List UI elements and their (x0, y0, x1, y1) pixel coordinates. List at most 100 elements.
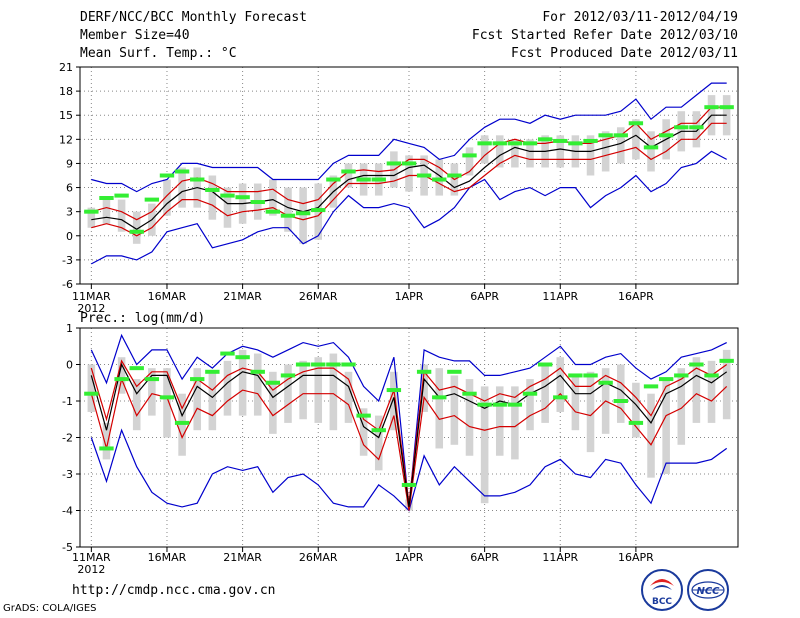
prec-obs-marker (704, 373, 719, 378)
temp-spread-box (511, 139, 519, 168)
temp-spread-box (132, 211, 141, 244)
temp-spread-box (616, 127, 625, 164)
prec-y-tick-label: 1 (66, 322, 73, 335)
temp-obs-marker (341, 169, 356, 174)
prec-panel-title: Prec.: log(mm/d) (80, 311, 205, 326)
prec-spread-box (163, 368, 171, 438)
temp-obs-marker (643, 145, 659, 150)
source-url[interactable]: http://cmdp.ncc.cma.gov.cn (72, 583, 276, 598)
temp-obs-marker (704, 105, 719, 110)
prec-obs-marker (144, 377, 160, 382)
prec-obs-marker (643, 384, 659, 389)
prec-spread-box (87, 364, 96, 412)
temp-spread-box (526, 139, 534, 168)
variable-label: Mean Surf. Temp.: °C (80, 46, 237, 61)
prec-spread-box (193, 368, 202, 431)
temp-obs-marker (205, 187, 220, 192)
temp-obs-marker (462, 153, 477, 158)
prec-obs-marker (174, 420, 190, 425)
prec-spread-box (284, 364, 292, 423)
prec-obs-marker (432, 395, 447, 400)
temp-obs-marker (613, 133, 628, 138)
prec-panel: Prec.: log(mm/d) -5 -4 -3 -2 -1 0 1 11MAR 16MAR 21… (62, 311, 739, 576)
prec-spread-box (223, 360, 232, 416)
temp-obs-marker (477, 141, 492, 146)
temp-obs-marker (99, 196, 114, 201)
prec-spread-box (692, 357, 701, 423)
prec-spread-box (495, 386, 504, 456)
temp-obs-marker (250, 200, 265, 205)
temp-x-tick-label: 1APR (395, 290, 424, 303)
temp-obs-marker (689, 125, 704, 130)
temp-y-tick-label: -3 (62, 254, 73, 267)
temp-year-label: 2012 (77, 302, 105, 315)
temp-x-tick-label: 11MAR (72, 290, 111, 303)
prec-spread-box (662, 379, 670, 474)
temp-obs-marker (598, 133, 613, 138)
prec-x-tick-label: 6APR (470, 551, 499, 564)
temp-x-tick-label: 11APR (542, 290, 578, 303)
temp-spread-box (344, 163, 353, 188)
grads-credit: GrADS: COLA/IGES (3, 603, 97, 614)
temp-obs-marker (220, 193, 235, 198)
temp-spread-box (208, 175, 217, 220)
temp-obs-marker (674, 125, 689, 130)
temp-obs-marker (401, 161, 417, 166)
temp-spread-box (284, 187, 292, 232)
temp-max-line (91, 82, 727, 193)
chart-title: DERF/NCC/BCC Monthly Forecast (80, 10, 307, 25)
prec-obs-marker (628, 420, 644, 425)
prec-spread-box (480, 386, 489, 504)
prec-spread-box (556, 357, 565, 412)
prec-obs-marker (689, 362, 704, 367)
temp-mean-line (91, 114, 727, 231)
temp-spread-box (480, 135, 489, 164)
prec-y-tick-label: 0 (66, 359, 73, 372)
prec-spread-box (722, 349, 731, 420)
temp-y-tick-label: 15 (59, 109, 73, 122)
prec-x-tick-label: 26MAR (299, 551, 338, 564)
prec-obs-marker (447, 369, 462, 374)
prec-spread-box (435, 368, 444, 449)
prec-obs-marker (492, 402, 507, 407)
temp-obs-marker (159, 173, 175, 178)
temp-x-tick-label: 21MAR (223, 290, 262, 303)
temp-obs-marker (84, 209, 99, 214)
prec-obs-marker (507, 402, 523, 407)
prec-spread-box (677, 368, 686, 445)
temp-obs-marker (326, 177, 341, 182)
temp-obs-marker (235, 195, 250, 200)
temp-obs-marker (280, 213, 296, 218)
prec-y-tick-label: -3 (62, 468, 73, 481)
temp-obs-marker (628, 121, 644, 126)
prec-obs-marker (719, 358, 734, 363)
temp-y-tick-label: 12 (59, 133, 73, 146)
prec-obs-marker (250, 369, 265, 374)
temp-spread-box (405, 155, 413, 192)
prec-obs-marker (416, 369, 432, 374)
prec-y-tick-label: -2 (62, 432, 73, 445)
prec-spread-box (420, 364, 428, 412)
bcc-logo: BCC (641, 569, 683, 611)
prec-obs-marker (84, 391, 99, 396)
fcst-produced-date: Fcst Produced Date 2012/03/11 (511, 46, 738, 61)
temp-obs-marker (553, 138, 568, 143)
prec-obs-marker (568, 373, 583, 378)
prec-spread-box (208, 371, 217, 431)
temp-obs-marker (144, 197, 160, 202)
prec-q-lower-line (90, 377, 728, 511)
prec-obs-marker (159, 395, 175, 400)
prec-obs-marker (205, 369, 220, 374)
prec-spread-box (374, 415, 383, 471)
prec-obs-marker (613, 399, 628, 403)
prec-spread-box (707, 360, 716, 423)
prec-spread-box (586, 371, 595, 453)
temp-q-lower-line (91, 122, 727, 237)
prec-spread-box (359, 408, 368, 456)
prec-obs-marker (356, 413, 371, 418)
prec-spread-box (541, 364, 549, 423)
temp-spread-box (556, 135, 565, 168)
prec-obs-marker (371, 428, 386, 433)
temp-obs-marker (114, 193, 129, 198)
forecast-period: For 2012/03/11-2012/04/19 (542, 10, 738, 25)
